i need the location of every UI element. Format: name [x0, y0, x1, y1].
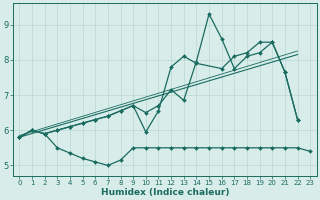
X-axis label: Humidex (Indice chaleur): Humidex (Indice chaleur)	[100, 188, 229, 197]
